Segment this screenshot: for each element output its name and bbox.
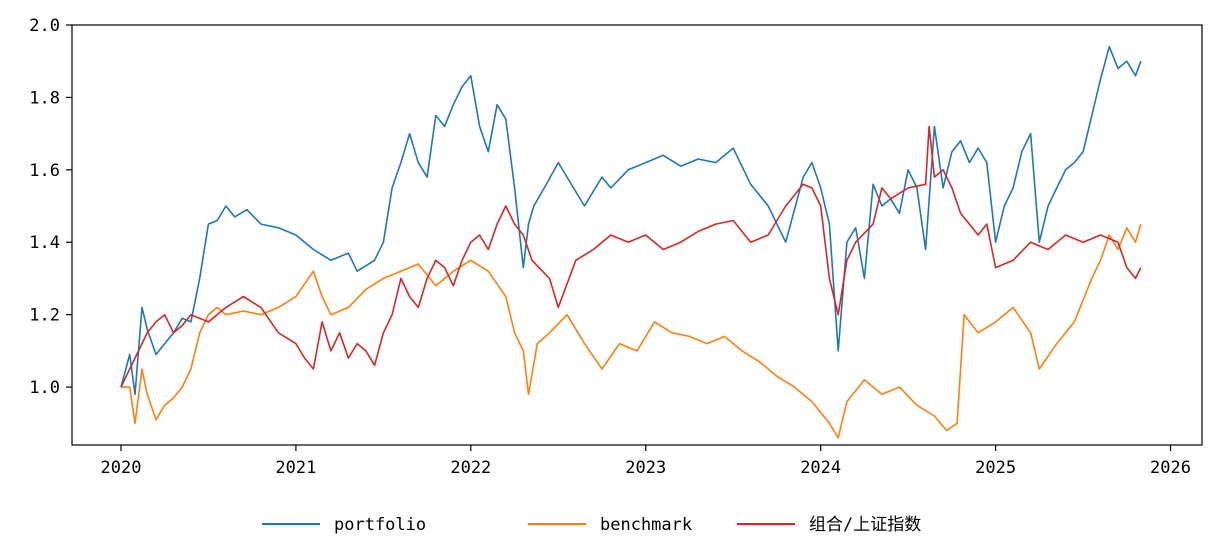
x-tick-label: 2021 xyxy=(275,458,316,478)
y-tick-label: 1.2 xyxy=(29,306,60,326)
series-line-2 xyxy=(120,125,1142,388)
x-tick-label: 2025 xyxy=(975,458,1016,478)
x-tick-label: 2020 xyxy=(101,458,142,478)
legend-label-0: portfolio xyxy=(334,515,426,535)
y-tick-label: 1.6 xyxy=(29,161,60,181)
series-line-0 xyxy=(120,45,1142,396)
x-tick-label: 2024 xyxy=(800,458,841,478)
legend-label-2: 组合/上证指数 xyxy=(809,515,921,535)
x-tick-label: 2022 xyxy=(450,458,491,478)
x-tick-label: 2026 xyxy=(1150,458,1191,478)
y-tick-label: 1.8 xyxy=(29,88,60,108)
x-axis: 2020 2021 2022 2023 2024 2025 2026 xyxy=(101,445,1191,478)
x-tick-label: 2023 xyxy=(625,458,666,478)
series-layer xyxy=(120,45,1142,439)
legend: portfolio benchmark 组合/上证指数 xyxy=(262,515,921,535)
y-tick-label: 1.4 xyxy=(29,233,60,253)
y-axis: 1.0 1.2 1.4 1.6 1.8 2.0 xyxy=(29,16,72,398)
legend-label-1: benchmark xyxy=(600,515,692,535)
plot-area xyxy=(71,24,1203,446)
y-tick-label: 1.0 xyxy=(29,378,60,398)
y-tick-label: 2.0 xyxy=(29,16,60,36)
